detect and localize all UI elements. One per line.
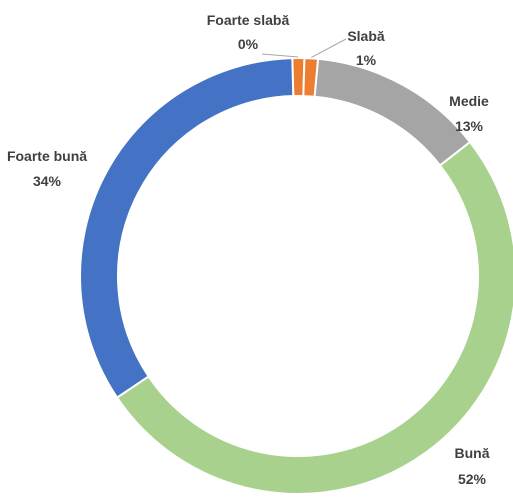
label-name-foarte-buna: Foarte bună [7,148,87,164]
label-percent-buna: 52% [458,471,487,487]
label-name-slaba: Slabă [347,28,385,44]
slice-foarte-buna [79,57,295,399]
label-percent-foarte-buna: 34% [33,173,62,189]
label-percent-foarte-slaba: 0% [238,36,259,52]
label-percent-slaba: 1% [356,52,377,68]
chart-slices [79,57,513,495]
leader-line-foarte-slaba [261,53,299,58]
slice-medie [313,57,472,167]
leader-lines [261,38,347,58]
slice-buna [115,140,513,495]
leader-line-slaba [311,38,347,58]
label-name-foarte-slaba: Foarte slabă [207,12,290,28]
label-percent-medie: 13% [455,118,484,134]
label-name-buna: Bună [455,445,490,461]
data-labels: Foarte slabă 0% Slabă 1% Medie 13% Bună 52% Foar… [7,12,490,487]
label-name-medie: Medie [449,93,489,109]
